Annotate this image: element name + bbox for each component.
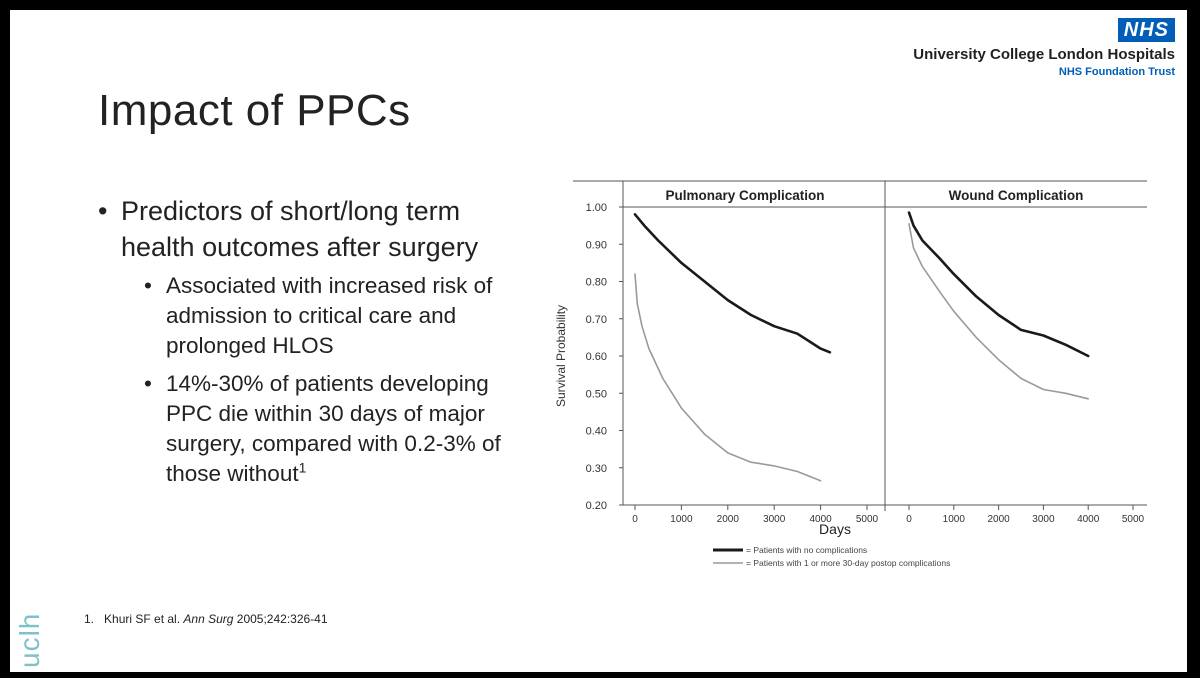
x-axis-title: Days: [819, 521, 851, 537]
bullet-sub-2: 14%-30% of patients developing PPC die w…: [144, 369, 518, 489]
y-tick-label: 0.60: [586, 351, 607, 363]
footnote-marker: 1: [298, 459, 307, 476]
bullet-sub-1: Associated with increased risk of admiss…: [144, 271, 518, 361]
x-tick-label: 2000: [987, 514, 1010, 525]
organization-subtitle: NHS Foundation Trust: [1058, 66, 1175, 78]
legend-label: = Patients with no complications: [746, 545, 867, 555]
panel-title: Wound Complication: [949, 188, 1084, 203]
bullet-main: Predictors of short/long term health out…: [98, 193, 518, 265]
y-axis-title: Survival Probability: [554, 305, 568, 407]
x-tick-label: 3000: [1032, 514, 1055, 525]
reference-journal: Ann Surg: [183, 612, 234, 626]
x-tick-label: 2000: [717, 514, 740, 525]
x-tick-label: 0: [906, 514, 912, 525]
y-tick-label: 0.40: [586, 426, 607, 438]
slide-title: Impact of PPCs: [98, 86, 411, 135]
bullet-sub-2-text: 14%-30% of patients developing PPC die w…: [166, 371, 501, 486]
x-tick-label: 1000: [670, 514, 693, 525]
x-tick-label: 5000: [856, 514, 879, 525]
series-line-none: [633, 213, 832, 354]
reference-authors: Khuri SF et al.: [104, 612, 184, 626]
survival-chart-svg: 0.20 0.30 0.40 0.50 0.60 0.70 0.80 0.90 1.00 Surv…: [554, 180, 1147, 568]
x-tick-label: 4000: [809, 514, 832, 525]
uclh-brand-text: uclh: [14, 612, 45, 668]
y-tick-label: 0.20: [586, 500, 607, 512]
survival-chart: 0.20 0.30 0.40 0.50 0.60 0.70 0.80 0.90 1.00 Surv…: [535, 167, 1160, 577]
x-tick-label: 4000: [1077, 514, 1100, 525]
y-tick-label: 0.80: [586, 277, 607, 289]
nhs-logo: NHS University College London Hospitals …: [913, 18, 1175, 78]
reference-citation: 2005;242:326-41: [233, 612, 328, 626]
slide: NHS University College London Hospitals …: [10, 10, 1187, 672]
nhs-badge: NHS: [1117, 18, 1175, 42]
y-tick-label: 0.90: [586, 239, 607, 251]
series-line-complications: [908, 222, 1090, 400]
x-tick-label: 1000: [943, 514, 966, 525]
panel-title: Pulmonary Complication: [665, 188, 824, 203]
y-tick-label: 0.70: [586, 314, 607, 326]
legend-label: = Patients with 1 or more 30-day postop …: [746, 558, 950, 568]
x-tick-label: 5000: [1122, 514, 1145, 525]
y-tick-label: 0.50: [586, 388, 607, 400]
x-tick-label: 0: [632, 514, 638, 525]
reference: 1. Khuri SF et al. Ann Surg 2005;242:326-…: [84, 612, 328, 626]
series-line-complications: [634, 273, 822, 482]
y-tick-label: 1.00: [586, 202, 607, 214]
bullet-list: Predictors of short/long term health out…: [98, 193, 518, 489]
reference-number: 1.: [84, 612, 95, 626]
organization-name: University College London Hospitals: [913, 46, 1175, 63]
series-line-none: [907, 211, 1090, 358]
x-tick-label: 3000: [763, 514, 786, 525]
y-tick-label: 0.30: [586, 463, 607, 475]
